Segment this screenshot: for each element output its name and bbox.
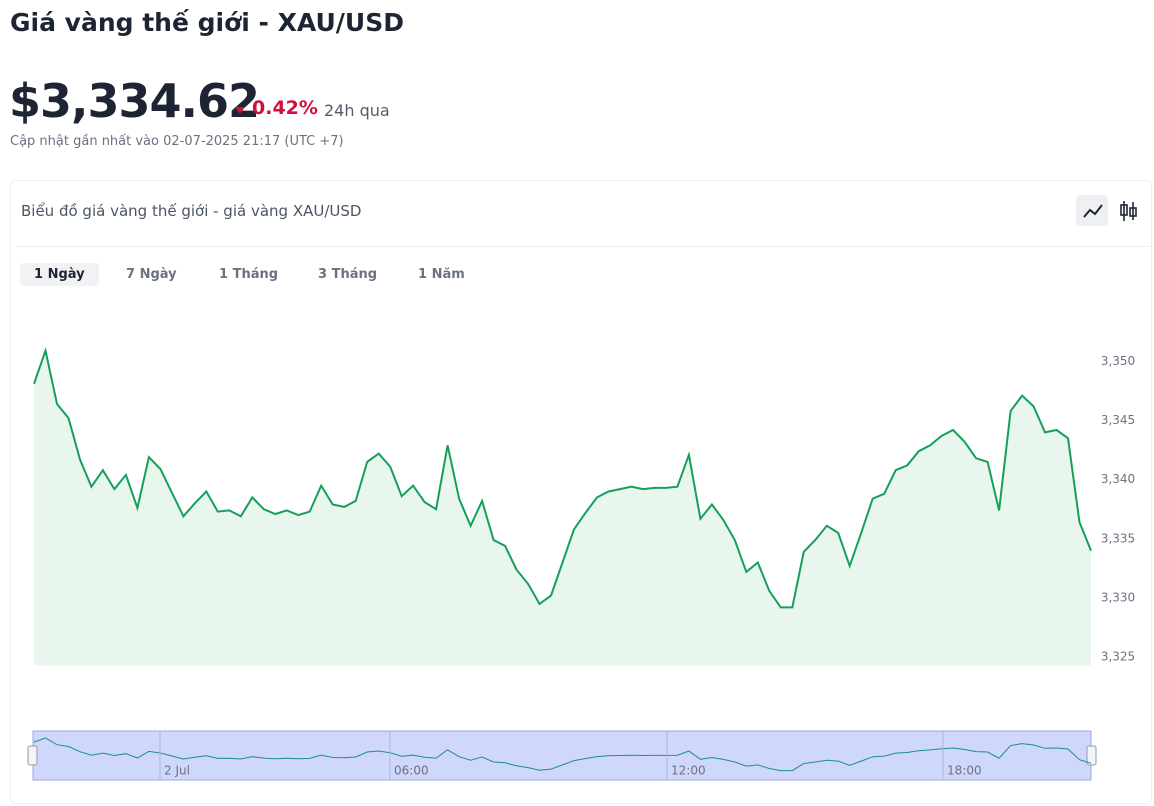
navigator-line [33, 737, 1092, 772]
range-tab[interactable]: 7 Ngày [126, 267, 177, 282]
range-tab[interactable]: 1 Ngày [20, 263, 99, 286]
y-tick-label: 3,325 [1101, 650, 1135, 664]
navigator-label: 12:00 [671, 764, 706, 778]
candle-button[interactable] [1120, 201, 1137, 221]
price: $3,334.62 [9, 74, 260, 128]
range-tab[interactable]: 3 Tháng [318, 267, 378, 282]
y-tick-label: 3,330 [1101, 590, 1135, 604]
updated-time: Cập nhật gần nhất vào 02-07-2025 21:17 (… [10, 134, 344, 149]
navigator-label: 2 Jul [164, 764, 190, 778]
divider [16, 246, 1150, 247]
range-tab[interactable]: 1 Tháng [219, 267, 279, 282]
y-tick-label: 3,340 [1101, 472, 1135, 486]
price-change: 0.42% [252, 97, 318, 119]
y-tick-label: 3,350 [1101, 354, 1135, 368]
navigator-label: 18:00 [947, 764, 982, 778]
down-arrow [235, 107, 245, 114]
navigator-label: 06:00 [394, 764, 429, 778]
range-tab[interactable]: 1 Năm [418, 267, 465, 282]
change-period: 24h qua [324, 101, 390, 120]
chart-title: Biểu đồ giá vàng thế giới - giá vàng XAU… [21, 202, 362, 220]
line-icon [1083, 204, 1103, 218]
page-title: Giá vàng thế giới - XAU/USD [10, 8, 404, 37]
area [34, 350, 1091, 666]
navigator-handle[interactable] [1086, 745, 1097, 766]
chart-card [10, 180, 1152, 804]
y-tick-label: 3,335 [1101, 531, 1135, 545]
price-line [33, 347, 1092, 609]
y-tick-label: 3,345 [1101, 413, 1135, 427]
navigator-handle[interactable] [27, 745, 38, 766]
